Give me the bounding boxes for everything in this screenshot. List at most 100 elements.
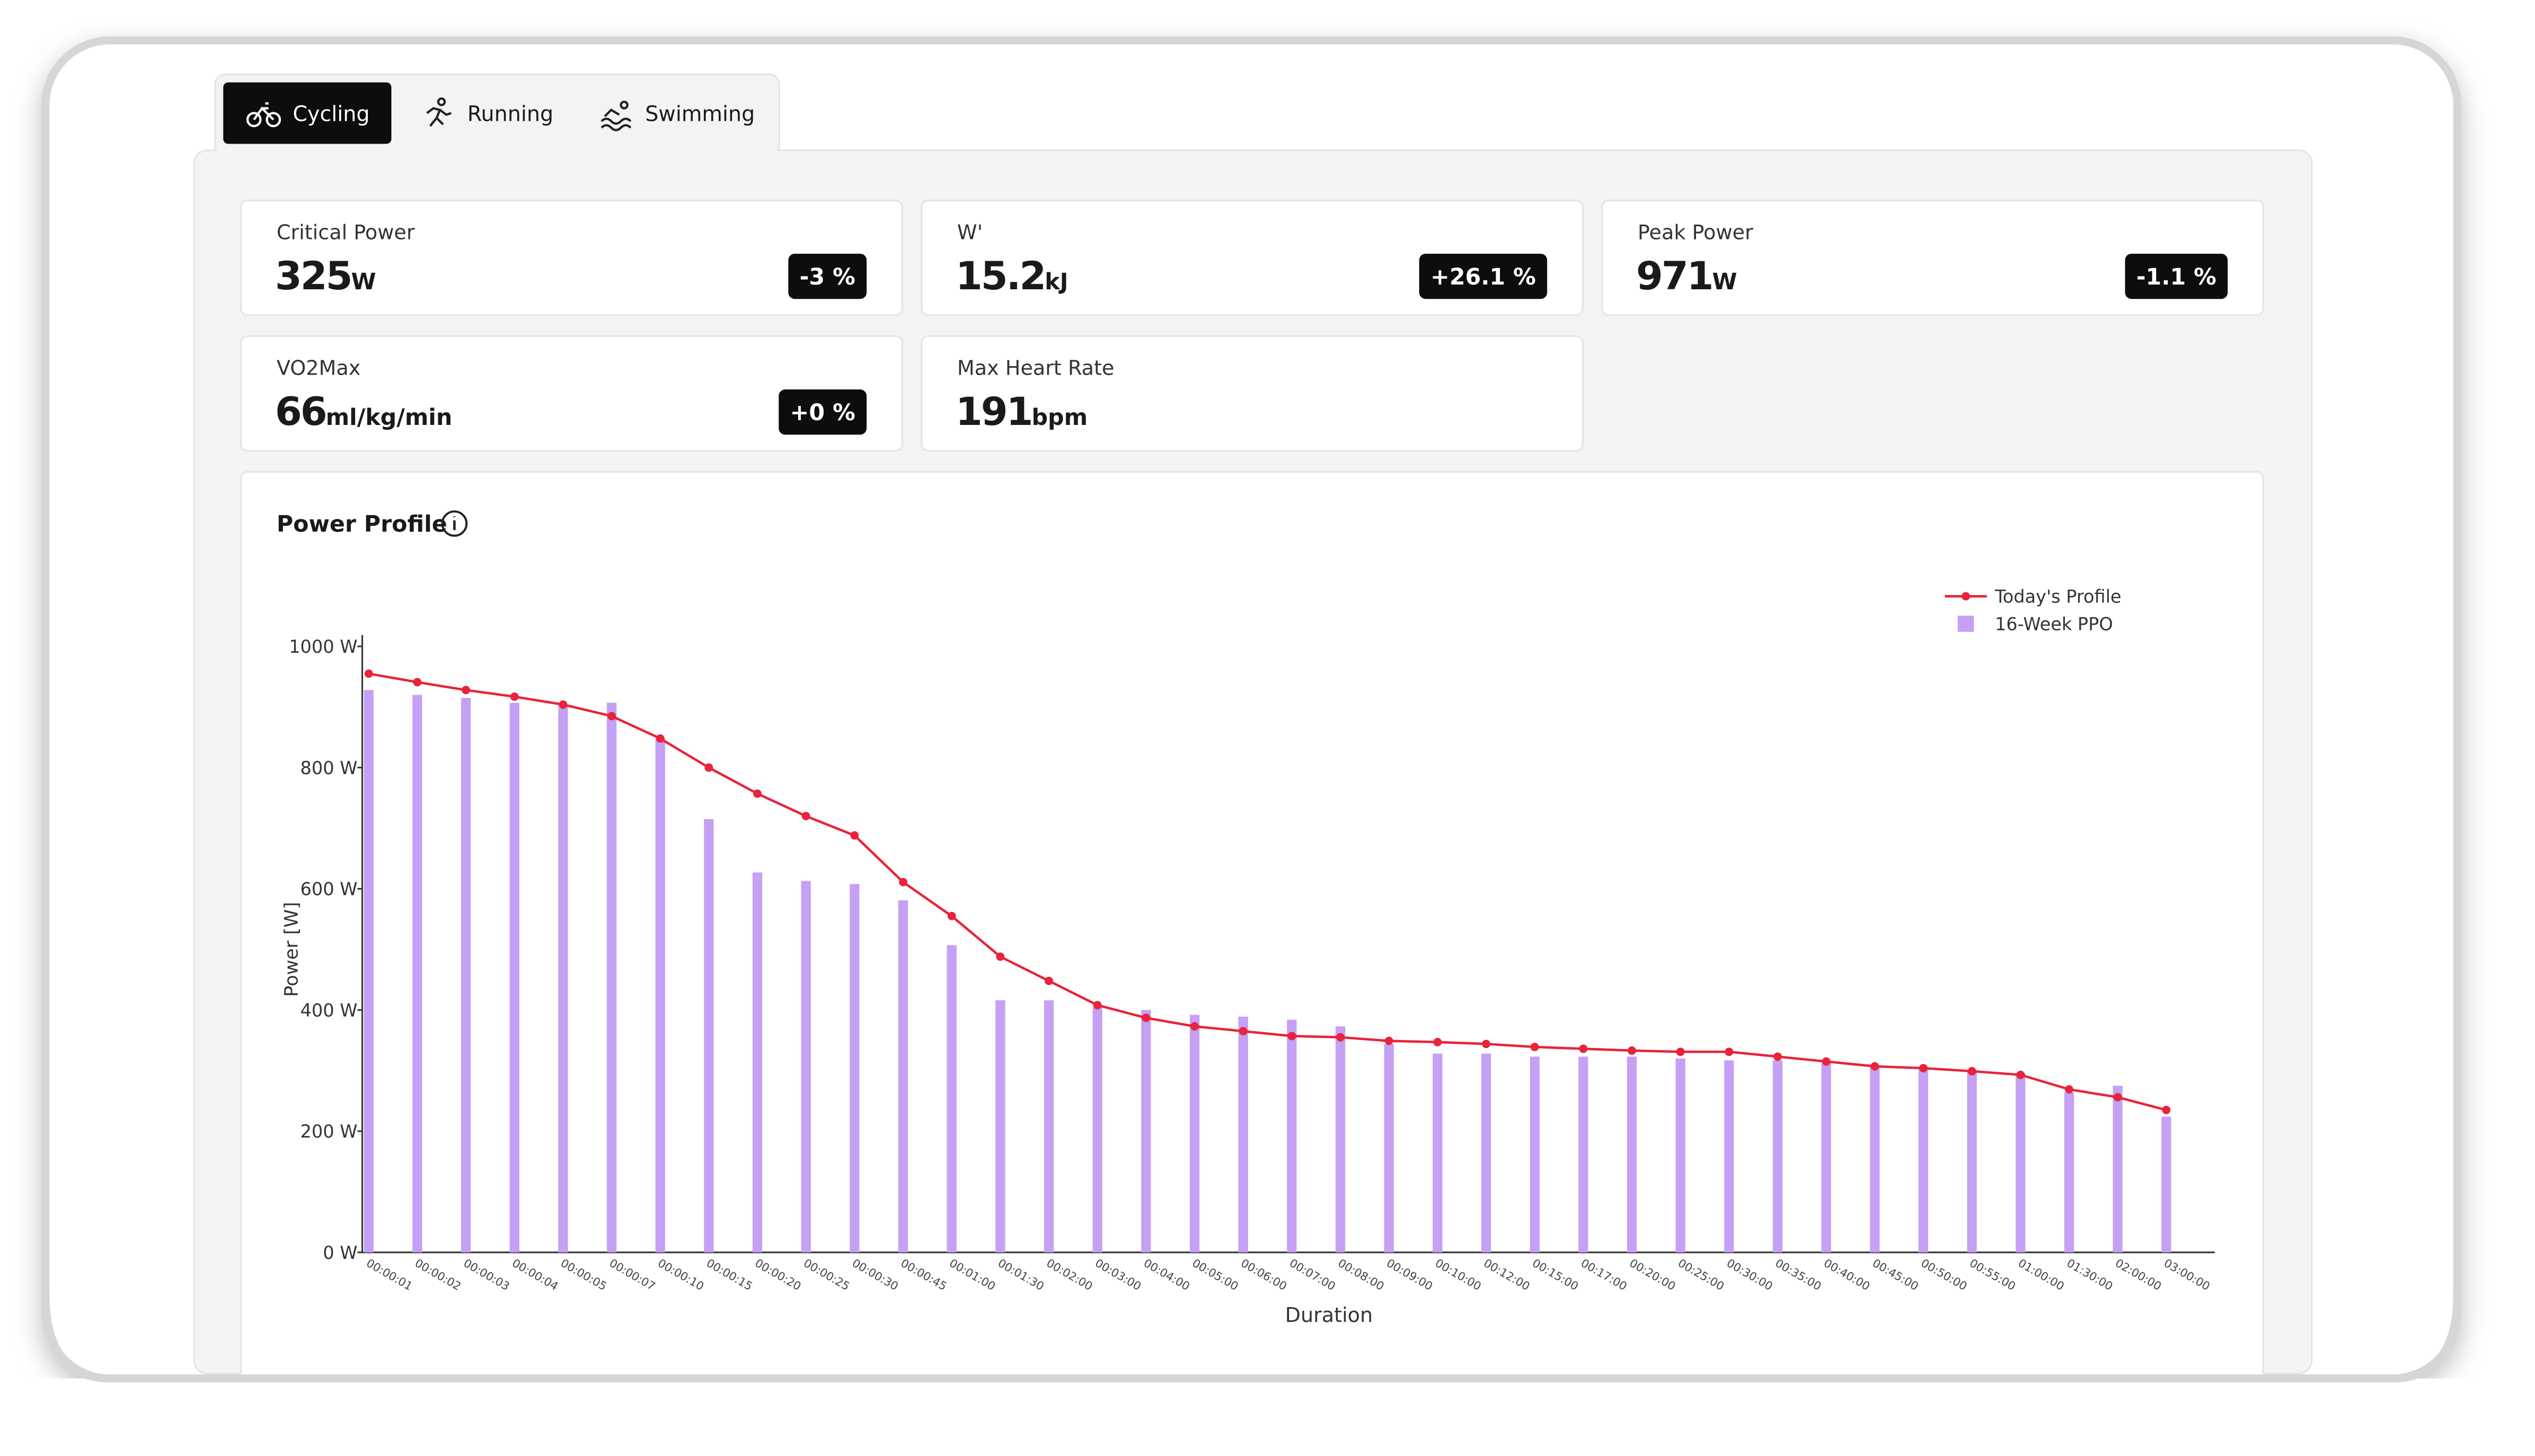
change-badge bbox=[779, 389, 867, 435]
line-point bbox=[559, 700, 568, 709]
line-point bbox=[413, 678, 422, 687]
y-tick-label: 800 W bbox=[301, 758, 358, 778]
metric-card bbox=[921, 335, 1584, 452]
bar bbox=[2064, 1092, 2074, 1253]
change-value: -3 % bbox=[800, 264, 855, 290]
metric-number: 971 bbox=[1636, 254, 1712, 299]
y-tick-label: 400 W bbox=[301, 1000, 358, 1020]
bar bbox=[655, 738, 665, 1253]
metric-card bbox=[240, 335, 903, 452]
change-value: +26.1 % bbox=[1430, 264, 1536, 290]
line-point bbox=[947, 912, 956, 920]
line-point bbox=[607, 712, 616, 721]
bar bbox=[995, 1000, 1005, 1253]
line-point bbox=[801, 812, 810, 821]
line-point bbox=[1628, 1046, 1636, 1055]
bar bbox=[1675, 1058, 1685, 1253]
bar bbox=[364, 690, 374, 1253]
bar bbox=[947, 945, 957, 1253]
metric-label: Max Heart Rate bbox=[957, 357, 1114, 380]
metric-value: 15.2kJ bbox=[956, 254, 1068, 299]
line-point bbox=[1967, 1067, 1976, 1076]
change-value: -1.1 % bbox=[2136, 264, 2216, 290]
line-point bbox=[656, 734, 665, 743]
info-icon[interactable] bbox=[441, 510, 468, 537]
bar bbox=[1870, 1065, 1880, 1253]
bar bbox=[461, 698, 471, 1253]
metric-value: 66ml/kg/min bbox=[275, 389, 453, 434]
frame-bottom bbox=[41, 1292, 2461, 1383]
line-point bbox=[2113, 1093, 2122, 1102]
bar bbox=[2113, 1086, 2123, 1253]
metric-label: Critical Power bbox=[277, 220, 415, 244]
line-point bbox=[1384, 1036, 1393, 1045]
line-point bbox=[2162, 1106, 2171, 1114]
y-tick-label: 200 W bbox=[301, 1121, 358, 1142]
tab-label[interactable]: Running bbox=[467, 102, 553, 127]
bar bbox=[1967, 1070, 1977, 1253]
line-point bbox=[1530, 1043, 1539, 1051]
line-point bbox=[510, 692, 519, 701]
bottom-mask bbox=[0, 1378, 2535, 1456]
line-point bbox=[1336, 1033, 1345, 1042]
line-point bbox=[1822, 1057, 1831, 1066]
line-point bbox=[1482, 1040, 1490, 1049]
bar bbox=[1287, 1019, 1297, 1253]
tab-join bbox=[217, 145, 778, 158]
bar bbox=[1918, 1066, 1929, 1253]
bar bbox=[606, 703, 617, 1253]
bar bbox=[898, 900, 908, 1253]
line-point bbox=[1433, 1037, 1442, 1046]
y-tick-label: 600 W bbox=[301, 879, 358, 900]
line-point bbox=[1190, 1022, 1199, 1031]
bar bbox=[752, 872, 763, 1253]
running-icon bbox=[426, 97, 452, 127]
bar bbox=[704, 819, 714, 1253]
change-badge bbox=[788, 253, 867, 299]
bar bbox=[558, 704, 568, 1253]
metric-value: 325W bbox=[275, 254, 376, 299]
metric-number: 15.2 bbox=[956, 254, 1045, 299]
legend-label: Today's Profile bbox=[1994, 587, 2122, 607]
line-point bbox=[704, 763, 713, 772]
tab-label[interactable]: Swimming bbox=[645, 102, 755, 127]
metric-label: Peak Power bbox=[1638, 220, 1753, 244]
bar bbox=[1578, 1057, 1588, 1253]
line-point bbox=[1725, 1047, 1734, 1057]
line-point bbox=[1919, 1064, 1928, 1072]
bar bbox=[1530, 1057, 1540, 1253]
bar bbox=[1189, 1015, 1200, 1253]
change-value: +0 % bbox=[790, 399, 855, 426]
legend-swatch bbox=[1957, 616, 1974, 632]
legend-dot bbox=[1962, 592, 1971, 601]
line-point bbox=[2016, 1070, 2025, 1079]
line-point bbox=[996, 952, 1005, 961]
bar bbox=[1044, 1000, 1054, 1253]
swimming-icon bbox=[600, 101, 632, 131]
tab-active[interactable] bbox=[223, 82, 392, 144]
line-point bbox=[1579, 1044, 1588, 1053]
line-point bbox=[1239, 1027, 1248, 1036]
metric-number: 66 bbox=[275, 389, 326, 434]
bar bbox=[1238, 1016, 1248, 1253]
bar bbox=[1335, 1026, 1346, 1253]
bar bbox=[1481, 1053, 1491, 1253]
line-point bbox=[1093, 1001, 1102, 1009]
y-tick-label: 0 W bbox=[323, 1242, 357, 1263]
tab-label[interactable]: Cycling bbox=[293, 102, 369, 127]
line-point bbox=[1142, 1014, 1151, 1023]
metric-card bbox=[921, 199, 1584, 316]
metric-value: 971W bbox=[1636, 254, 1737, 299]
line-point bbox=[899, 877, 907, 886]
legend-label: 16-Week PPO bbox=[1995, 614, 2113, 634]
metric-label: VO2Max bbox=[277, 357, 360, 380]
bar bbox=[850, 884, 860, 1253]
change-badge bbox=[1419, 253, 1548, 299]
bar bbox=[1821, 1063, 1831, 1253]
line-point bbox=[1676, 1047, 1685, 1057]
line-point bbox=[1870, 1062, 1879, 1071]
bar bbox=[1627, 1057, 1637, 1253]
